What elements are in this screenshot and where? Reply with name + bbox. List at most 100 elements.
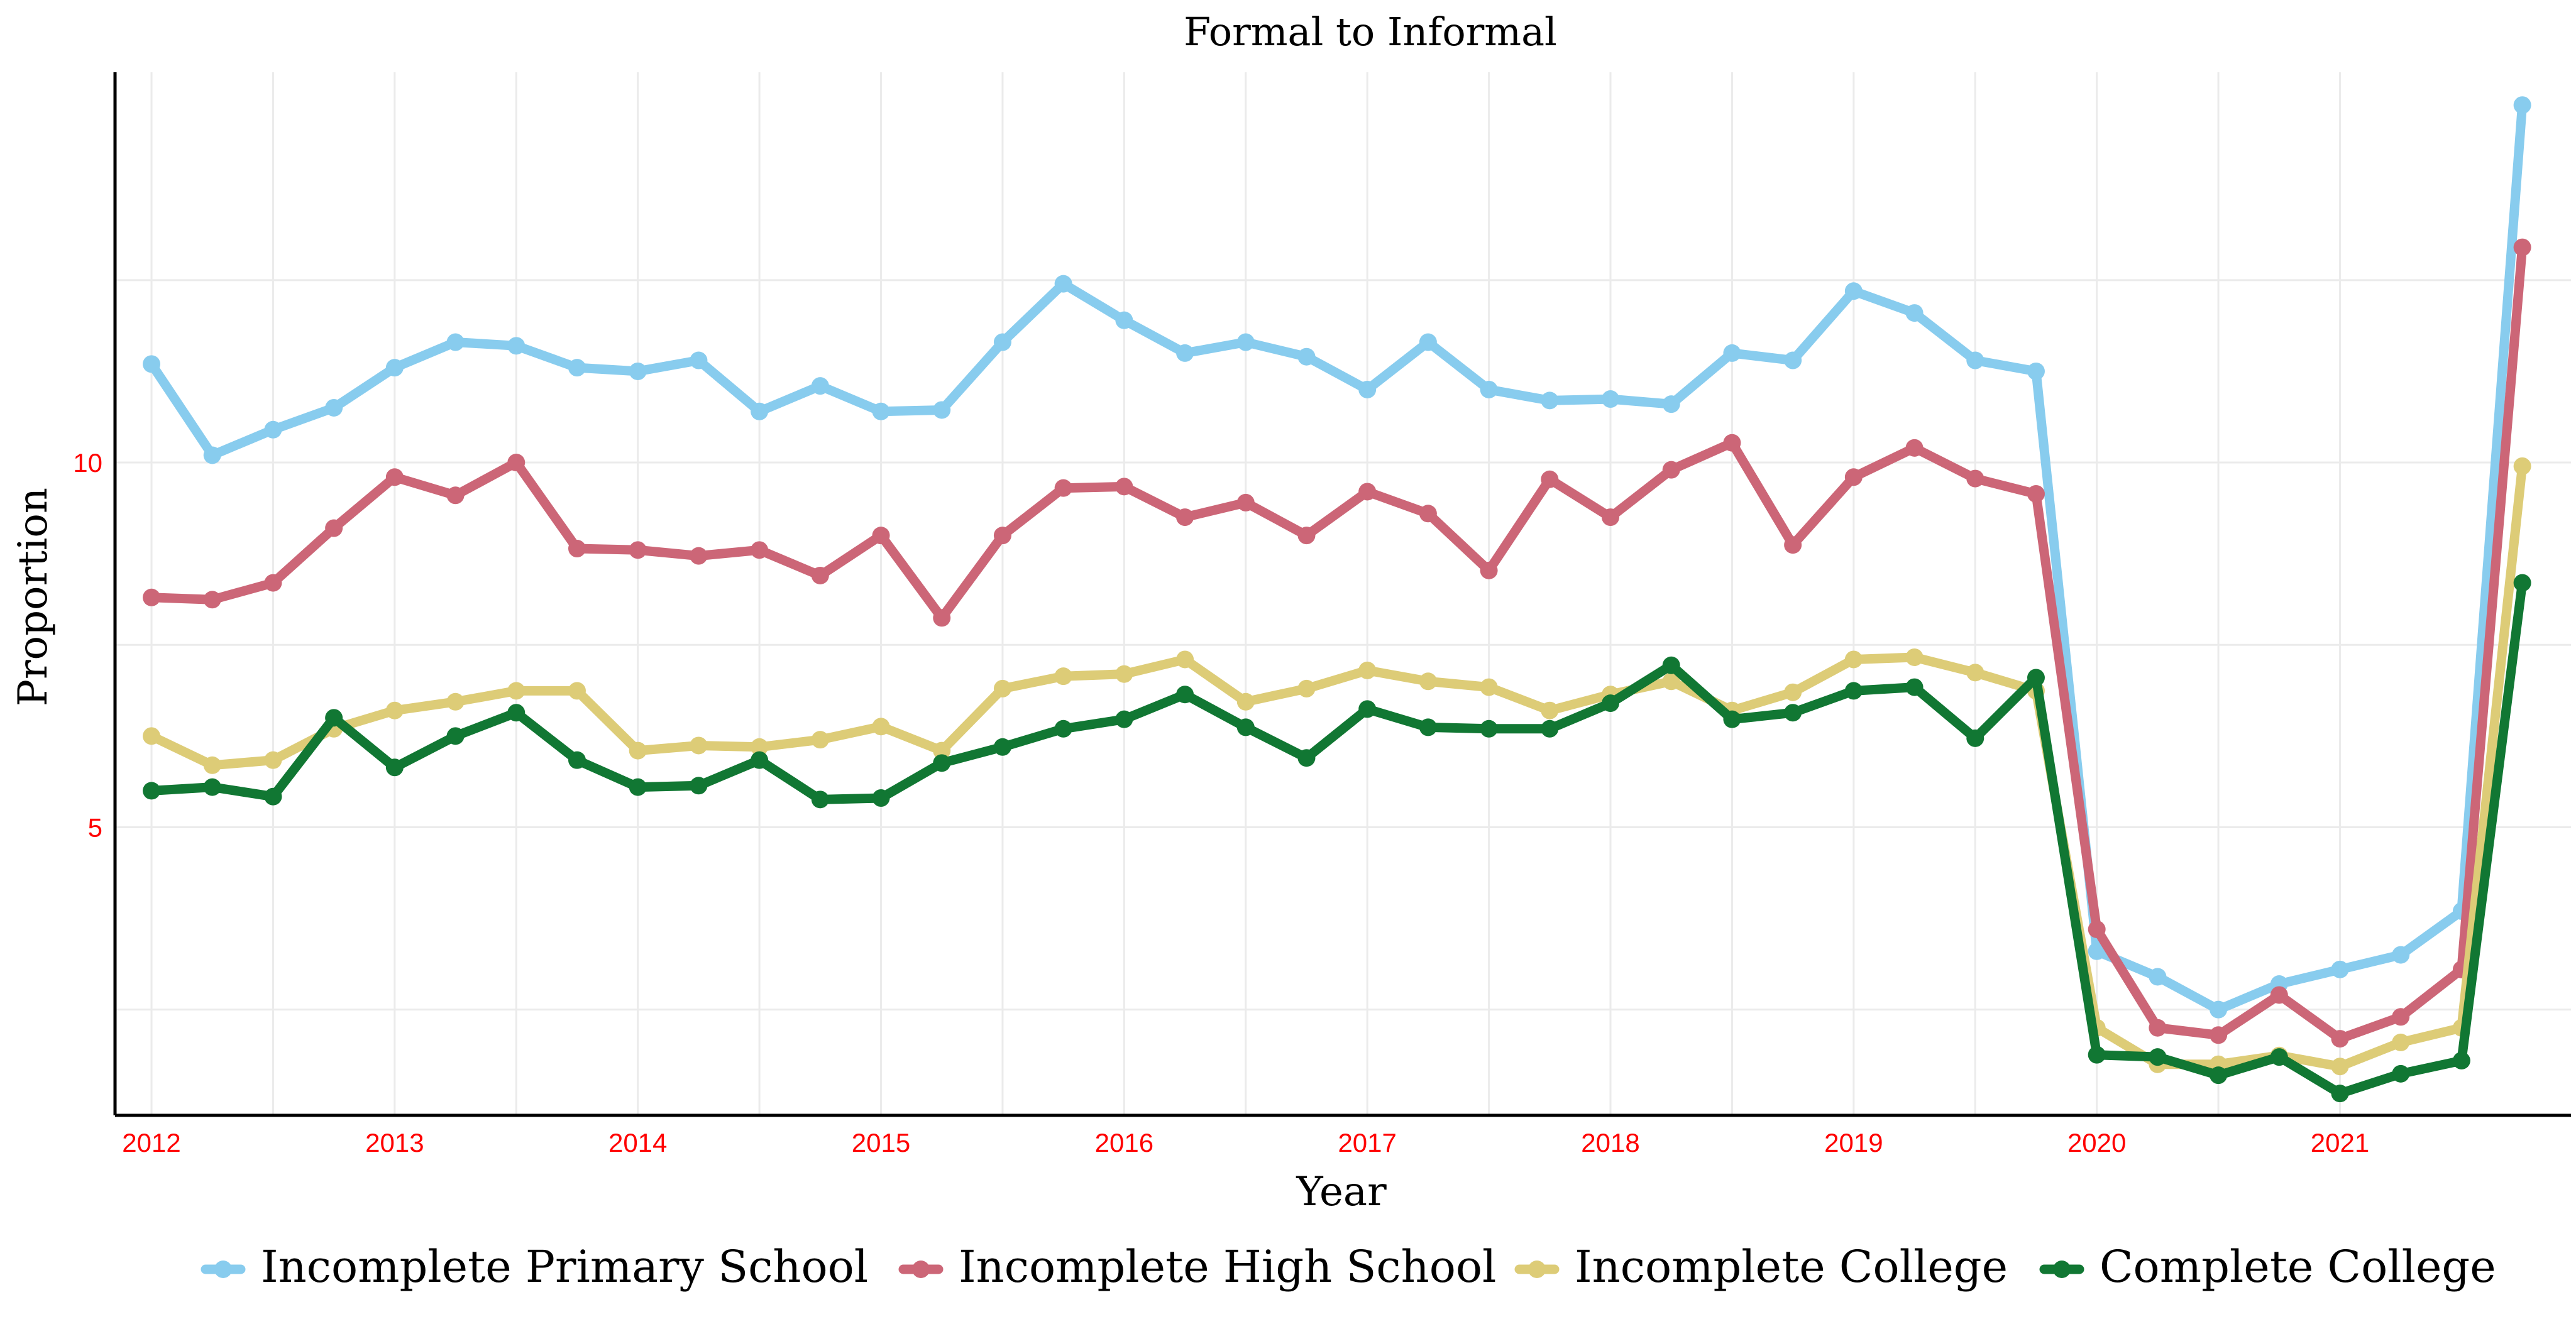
data-point [2392, 1064, 2410, 1083]
data-point [2027, 362, 2045, 380]
legend-label: Incomplete High School [959, 1241, 1496, 1293]
data-point [1480, 561, 1498, 579]
x-tick-label: 2018 [1581, 1128, 1639, 1157]
data-point [933, 401, 951, 419]
data-point [143, 727, 161, 745]
y-tick-label: 10 [73, 448, 102, 478]
data-point [1541, 391, 1559, 410]
data-point [568, 751, 586, 769]
x-tick-label: 2019 [1824, 1128, 1883, 1157]
data-point [690, 351, 708, 369]
series-1 [143, 96, 2531, 1019]
legend-item: Complete College [2039, 1241, 2496, 1293]
data-point [1844, 650, 1863, 669]
data-point [264, 574, 282, 592]
data-point [1723, 434, 1741, 452]
data-point [1054, 275, 1072, 293]
data-point [446, 692, 465, 711]
data-point [1115, 311, 1133, 329]
data-point [507, 704, 526, 722]
data-point [993, 679, 1011, 697]
data-point [2513, 574, 2531, 592]
data-point [1662, 672, 1680, 691]
data-point [811, 790, 829, 809]
data-point [2088, 920, 2106, 938]
data-point [1358, 700, 1377, 718]
data-point [385, 468, 404, 486]
data-point [933, 754, 951, 772]
data-point [1723, 710, 1741, 728]
data-point [1236, 493, 1255, 511]
data-point [507, 337, 526, 355]
data-point [993, 333, 1011, 351]
data-point [203, 591, 221, 609]
data-point [385, 701, 404, 719]
series-line [146, 461, 2528, 1071]
data-point [203, 756, 221, 774]
data-point [2331, 1058, 2349, 1076]
data-point [1419, 505, 1437, 523]
legend-item: Incomplete High School [898, 1241, 1496, 1293]
data-point [1662, 461, 1680, 479]
data-point [1480, 719, 1498, 738]
data-point [629, 778, 647, 796]
data-point [1358, 661, 1377, 679]
data-point [1966, 729, 1984, 747]
data-point [2027, 484, 2045, 503]
data-point [1541, 470, 1559, 488]
data-point [1602, 508, 1620, 527]
data-point [1358, 483, 1377, 501]
data-point [446, 333, 465, 351]
legend-swatch-point [2053, 1261, 2071, 1278]
data-point [2210, 1066, 2228, 1085]
data-point [2331, 1085, 2349, 1103]
y-axis-tick-labels: 5 10 [73, 448, 102, 842]
data-point [1662, 656, 1680, 674]
data-point [2513, 96, 2531, 114]
data-point [1844, 468, 1863, 486]
data-point [629, 362, 647, 380]
y-tick-label: 5 [88, 812, 102, 842]
x-axis-title: Year [1296, 1169, 1387, 1215]
data-point [811, 377, 829, 395]
data-point [2452, 1051, 2470, 1069]
data-point [1905, 678, 1924, 696]
data-point [2392, 946, 2410, 964]
data-point [2392, 1033, 2410, 1051]
data-point [203, 778, 221, 796]
data-point [993, 738, 1011, 756]
data-point [143, 355, 161, 373]
data-point [1662, 395, 1680, 413]
data-point [568, 682, 586, 700]
data-point [264, 787, 282, 806]
data-point [751, 402, 769, 420]
data-point [325, 709, 343, 727]
data-point [2331, 960, 2349, 978]
legend-item: Incomplete Primary School [201, 1241, 868, 1293]
data-point [2210, 1026, 2228, 1044]
data-point [1966, 469, 1984, 488]
data-point [1905, 648, 1924, 666]
data-point [751, 541, 769, 559]
data-point [1905, 439, 1924, 457]
data-point [1844, 282, 1863, 300]
x-tick-label: 2020 [2067, 1128, 2126, 1157]
data-point [1054, 719, 1072, 738]
data-point [1236, 692, 1255, 711]
data-point [811, 731, 829, 749]
x-tick-label: 2013 [365, 1128, 424, 1157]
series-4 [143, 574, 2531, 1103]
data-point [1358, 380, 1377, 398]
data-point [2270, 1048, 2288, 1066]
data-point [811, 566, 829, 584]
data-point [1602, 694, 1620, 713]
data-point [933, 609, 951, 627]
data-point [325, 398, 343, 417]
legend-label: Complete College [2100, 1241, 2496, 1293]
gridlines [115, 72, 2571, 1115]
data-point [507, 454, 526, 472]
data-point [568, 359, 586, 377]
x-axis-tick-labels: 2012 2013 2014 2015 2016 2017 2018 2019 2020 2021 [122, 1128, 2369, 1157]
data-point [1054, 667, 1072, 686]
legend-label: Incomplete College [1575, 1241, 2008, 1293]
